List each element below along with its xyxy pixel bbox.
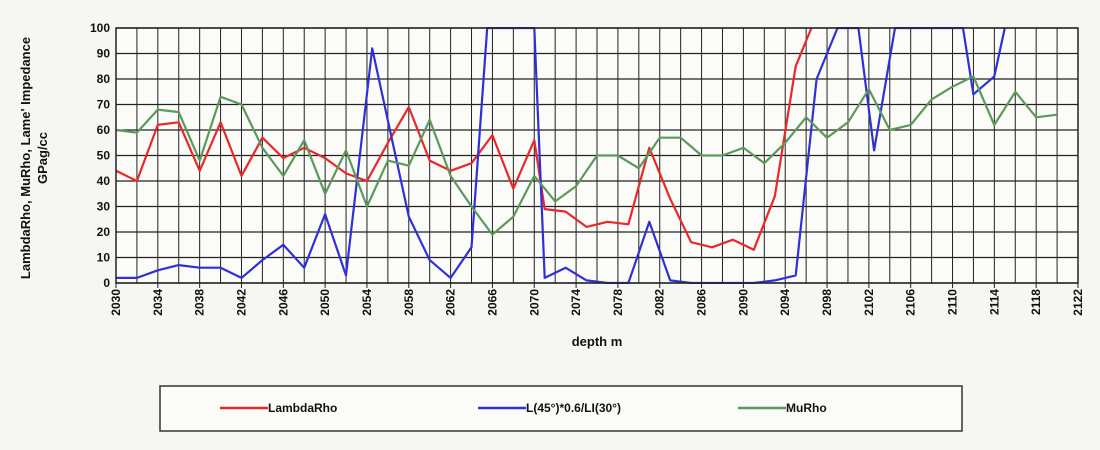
plot-border [115,27,1079,284]
x-tick-label: 2054 [360,289,374,316]
x-tick-label: 2050 [318,289,332,316]
x-tick-label: 2062 [444,289,458,316]
x-tick-label: 2038 [193,289,207,316]
x-tick-label: 2098 [820,289,834,316]
y-tick-label: 60 [97,123,111,137]
x-tick-label: 2034 [151,289,165,316]
x-tick-label: 2086 [695,289,709,316]
legend-label: L(45°)*0.6/LI(30°) [526,401,621,415]
legend-box [159,385,963,432]
x-tick-label: 2110 [946,289,960,315]
y-tick-label: 90 [97,47,111,61]
x-tick-label: 2082 [653,289,667,316]
x-tick-label: 2078 [611,289,625,316]
y-tick-label: 20 [97,225,111,239]
series-line-2 [116,75,1058,236]
y-tick-label: 70 [97,98,111,112]
y-tick-label: 40 [97,174,111,188]
y-tick-label: 10 [97,251,111,265]
x-tick-label: 2102 [862,289,876,316]
y-axis-title-line-1: LambdaRho, MuRho, Lame' Impedance [18,37,33,279]
y-tick-label: 50 [97,149,111,163]
legend-label: LambdaRho [268,401,337,415]
legend-items: LambdaRho L(45°)*0.6/LI(30°) MuRho [220,401,827,415]
series-line-0 [116,27,813,251]
x-tick-label: 2094 [778,289,792,316]
x-tick-label: 2066 [485,289,499,316]
legend: LambdaRho L(45°)*0.6/LI(30°) MuRho [159,385,963,432]
x-tick-label: 2046 [276,289,290,316]
x-tick-label: 2058 [402,289,416,316]
x-tick-label: 2122 [1071,289,1085,316]
legend-label: MuRho [786,401,827,415]
x-axis-title: depth m [572,334,623,349]
x-tick-label: 2114 [987,289,1001,315]
x-tick-label: 2118 [1029,289,1043,315]
x-tick-label: 2106 [904,289,918,316]
x-tick-label: 2074 [569,289,583,316]
y-tick-label: 0 [103,276,110,290]
y-tick-label: 80 [97,72,111,86]
x-tick-label: 2042 [234,289,248,316]
x-tick-label: 2030 [109,289,123,316]
y-tick-label: 100 [90,21,110,35]
y-axis-title-line-2: GPag/cc [35,132,50,184]
y-tick-label: 30 [97,200,111,214]
x-tick-label: 2070 [527,289,541,316]
x-tick-label: 2090 [736,289,750,316]
